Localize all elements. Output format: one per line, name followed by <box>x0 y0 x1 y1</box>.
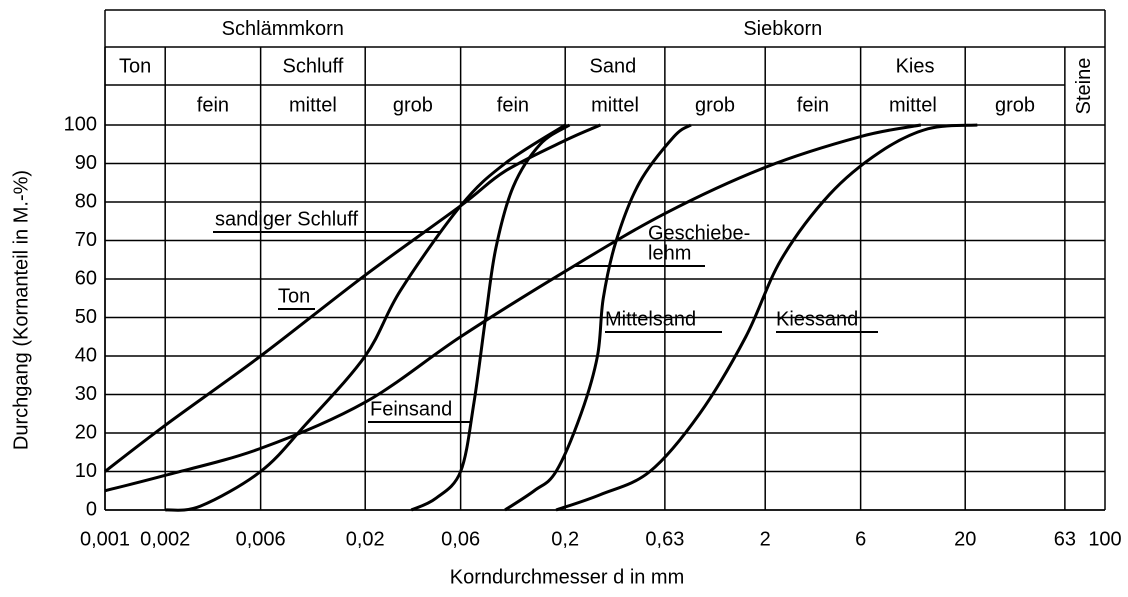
header-cell: Sand <box>590 55 637 77</box>
header-cell: Steine <box>1073 58 1095 115</box>
y-tick-label: 100 <box>64 113 97 135</box>
header-cell: Schlämmkorn <box>222 18 344 40</box>
curve <box>504 123 692 512</box>
y-tick-label: 70 <box>75 229 97 251</box>
header-cell: fein <box>497 94 529 116</box>
curve <box>410 123 571 512</box>
y-tick-label: 40 <box>75 344 97 366</box>
header-cell: Schluff <box>283 55 344 77</box>
label-backdrop <box>776 331 878 333</box>
label-backdrop <box>213 231 440 233</box>
y-tick-label: 0 <box>86 498 97 520</box>
curve-label: lehm <box>648 242 691 264</box>
x-tick-label: 2 <box>760 528 771 550</box>
y-tick-label: 30 <box>75 383 97 405</box>
x-tick-label: 0,002 <box>140 528 190 550</box>
label-backdrop <box>368 421 472 423</box>
curve <box>104 123 602 473</box>
header-cell: fein <box>197 94 229 116</box>
curve-label: Ton <box>278 285 310 307</box>
header-cell: mittel <box>289 94 337 116</box>
y-axis-label: Durchgang (Kornanteil in M.-%) <box>10 170 32 450</box>
label-backdrop <box>573 265 705 267</box>
x-tick-label: 0,63 <box>645 528 684 550</box>
curve <box>555 123 978 512</box>
curve <box>104 123 922 493</box>
header-cell: fein <box>797 94 829 116</box>
header-cell: Kies <box>896 55 935 77</box>
x-tick-label: 0,02 <box>346 528 385 550</box>
header-cell: mittel <box>591 94 639 116</box>
header-cell: Ton <box>119 55 151 77</box>
curve-label: Mittelsand <box>605 308 696 330</box>
x-tick-label: 0,001 <box>80 528 130 550</box>
x-tick-label: 0,06 <box>441 528 480 550</box>
label-backdrop <box>605 331 722 333</box>
y-tick-label: 80 <box>75 190 97 212</box>
x-axis-label: Korndurchmesser d in mm <box>450 566 685 588</box>
y-tick-label: 10 <box>75 460 97 482</box>
header-cell: Siebkorn <box>743 18 822 40</box>
header-cell: grob <box>695 94 735 116</box>
x-tick-label: 100 <box>1088 528 1121 550</box>
curve <box>165 123 567 512</box>
curve-label: Kiessand <box>776 308 858 330</box>
label-backdrop <box>278 308 315 310</box>
x-tick-label: 0,006 <box>236 528 286 550</box>
x-tick-label: 63 <box>1054 528 1076 550</box>
curve-label: Geschiebe- <box>648 222 750 244</box>
curve-label: Feinsand <box>370 398 452 420</box>
header-cell: grob <box>393 94 433 116</box>
y-tick-label: 50 <box>75 306 97 328</box>
x-tick-label: 20 <box>954 528 976 550</box>
header-cell: mittel <box>889 94 937 116</box>
y-tick-label: 60 <box>75 267 97 289</box>
y-tick-label: 20 <box>75 421 97 443</box>
x-tick-label: 0,2 <box>551 528 579 550</box>
y-tick-label: 90 <box>75 152 97 174</box>
x-tick-label: 6 <box>855 528 866 550</box>
header-cell: grob <box>995 94 1035 116</box>
curve-label: sandiger Schluff <box>215 208 359 230</box>
